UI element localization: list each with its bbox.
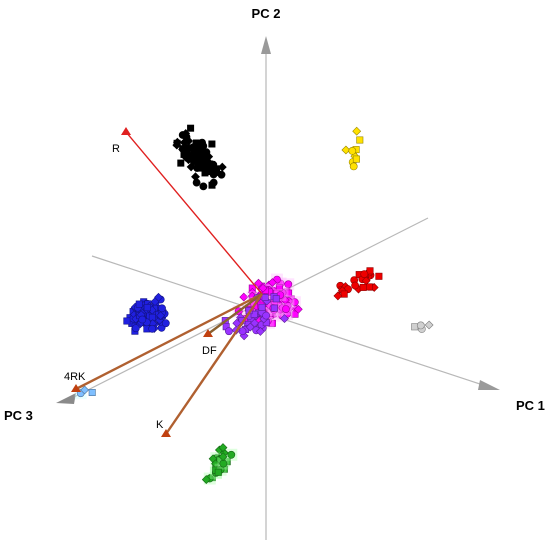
- cluster-point: [280, 314, 289, 324]
- cluster-point: [88, 388, 96, 396]
- cluster-point: [143, 304, 151, 312]
- cluster-point: [177, 159, 185, 167]
- cluster-point: [227, 450, 236, 459]
- loading-vector-label: R: [112, 143, 120, 155]
- loading-vector-label: K: [156, 419, 164, 431]
- axis-pc3-arrow: [56, 393, 76, 404]
- axis-title-pc1: PC 1: [516, 398, 545, 413]
- cluster-point: [261, 293, 269, 301]
- clusters: [74, 124, 434, 485]
- cluster-point: [255, 326, 265, 336]
- cluster-point: [365, 283, 373, 291]
- cluster-point: [349, 162, 358, 171]
- cluster-point: [156, 311, 166, 321]
- cluster-point: [272, 295, 280, 303]
- cluster-point: [197, 145, 207, 155]
- cluster-point: [199, 182, 208, 191]
- cluster-point: [238, 327, 247, 336]
- loading-vector-4RK: [75, 292, 263, 391]
- cluster-point: [172, 137, 182, 147]
- loading-vector-DF: [207, 293, 263, 335]
- cluster-point: [352, 126, 362, 136]
- cluster-point: [179, 138, 189, 147]
- cluster-point: [340, 290, 348, 298]
- cluster-point: [360, 270, 369, 278]
- cluster-point: [219, 459, 228, 468]
- axis-pc1-arrow: [478, 380, 500, 390]
- cluster-1: [341, 126, 364, 171]
- cluster-point: [270, 304, 278, 312]
- cluster-point: [352, 155, 360, 163]
- cluster-point: [359, 283, 367, 291]
- cluster-point: [201, 169, 209, 177]
- cluster-point: [262, 311, 270, 320]
- cluster-point: [293, 304, 303, 314]
- cluster-point: [80, 385, 90, 395]
- cluster-point: [224, 327, 233, 336]
- cluster-point: [203, 157, 211, 166]
- cluster-point: [284, 280, 293, 289]
- cluster-point: [348, 146, 357, 155]
- loading-vector-tip: [71, 384, 81, 392]
- cluster-point: [239, 292, 249, 302]
- cluster-point: [218, 443, 228, 453]
- cluster-point: [201, 475, 211, 485]
- cluster-point: [291, 310, 299, 318]
- cluster-point: [208, 140, 216, 148]
- cluster-point: [375, 272, 383, 280]
- cluster-point: [416, 321, 425, 330]
- cluster-point: [135, 300, 143, 308]
- cluster-point: [161, 319, 170, 328]
- cluster-point: [178, 144, 187, 153]
- loading-vector-tip: [161, 429, 171, 437]
- axis-title-pc2: PC 2: [252, 6, 281, 21]
- cluster-point: [192, 178, 201, 187]
- loading-vector-label: 4RK: [64, 371, 86, 383]
- cluster-5: [123, 292, 170, 335]
- cluster-point: [245, 322, 255, 332]
- cluster-point: [123, 317, 131, 325]
- cluster-4: [333, 267, 383, 301]
- loading-vector-K: [165, 293, 263, 435]
- cluster-point: [158, 304, 166, 313]
- cluster-point: [351, 281, 359, 290]
- cluster-0: [172, 124, 227, 191]
- cluster-point: [190, 151, 198, 159]
- cluster-point: [198, 163, 207, 173]
- cluster-point: [424, 320, 434, 330]
- cluster-6: [201, 443, 238, 485]
- loading-vector-label: DF: [202, 345, 217, 357]
- cluster-point: [214, 468, 222, 476]
- cluster-point: [341, 145, 351, 155]
- axis-pc2-arrow: [261, 36, 271, 54]
- axis-title-pc3: PC 3: [4, 408, 33, 423]
- cluster-point: [366, 267, 374, 275]
- cluster-point: [131, 324, 140, 333]
- loading-vectors: R 4RK DF K: [64, 127, 263, 437]
- cluster-point: [250, 310, 258, 318]
- cluster-point: [258, 283, 268, 293]
- axis-pc1-line: [91, 255, 487, 387]
- loading-vector-tip: [121, 127, 131, 135]
- cluster-point: [333, 291, 343, 301]
- loading-vector-R: [125, 131, 263, 295]
- cluster-point: [209, 178, 218, 187]
- cluster-point: [217, 170, 226, 179]
- loading-vector-tip: [203, 329, 213, 337]
- cluster-point: [218, 452, 228, 462]
- cluster-point: [281, 305, 290, 313]
- cluster-point: [198, 138, 206, 147]
- cluster-point: [186, 162, 196, 172]
- cluster-point: [258, 303, 266, 311]
- cluster-point: [254, 278, 263, 288]
- cluster-point: [187, 124, 195, 132]
- cluster-point: [356, 136, 364, 144]
- cluster-point: [280, 295, 290, 305]
- cluster-point: [411, 323, 419, 331]
- cluster-point: [138, 315, 147, 324]
- cluster-point: [267, 278, 277, 287]
- cluster-point: [148, 324, 157, 333]
- cluster-7: [411, 320, 434, 333]
